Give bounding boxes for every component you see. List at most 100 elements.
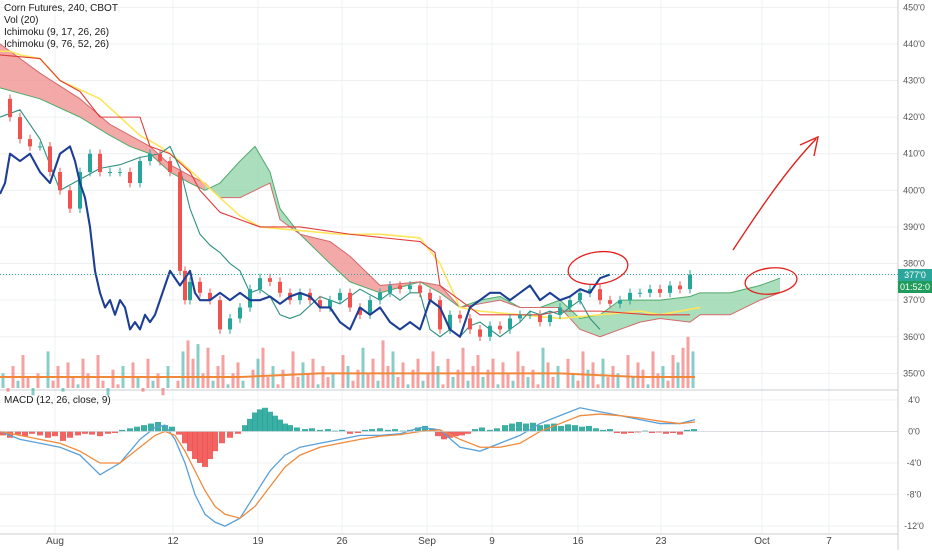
volume-bar-91	[456, 369, 460, 388]
candle-body-38	[368, 300, 372, 315]
macd-hist-98	[670, 431, 676, 434]
macd-hist-25	[182, 431, 188, 444]
macd-hist-27	[192, 431, 198, 460]
macd-hist-56	[377, 428, 383, 432]
macd-hist-12	[89, 431, 95, 435]
volume-bar-103	[516, 351, 520, 388]
volume-bar-53	[266, 377, 270, 388]
macd-hist-15	[112, 431, 118, 434]
macd-hist-45	[294, 427, 300, 432]
macd-hist-1	[7, 431, 13, 438]
macd-hist-52	[347, 431, 353, 434]
symbol-title[interactable]: Corn Futures, 240, CBOT	[4, 3, 118, 14]
macd-hist-58	[392, 429, 398, 432]
volume-bar-30	[151, 380, 155, 388]
volume-bar-135	[676, 362, 680, 388]
macd-hist-80	[544, 424, 550, 432]
macd-hist-22	[162, 425, 168, 432]
candle-body-61	[598, 289, 602, 301]
candle-body-66	[648, 289, 652, 293]
volume-bar-17	[86, 373, 90, 388]
volume-bar-32	[161, 388, 165, 396]
cloud-segment-15	[330, 241, 350, 282]
candle-body-5	[48, 146, 52, 173]
volume-bar-44	[221, 355, 225, 388]
volume-bar-12	[61, 388, 65, 392]
macd-hist-35	[242, 425, 248, 432]
macd-hist-68	[459, 431, 465, 436]
macd-hist-3	[22, 431, 28, 437]
macd-hist-14	[105, 431, 111, 434]
macd-legend[interactable]: MACD (12, 26, close, 9)	[4, 395, 111, 406]
macd-hist-86	[586, 425, 592, 432]
time-tick-3: 26	[336, 536, 348, 547]
macd-hist-73	[494, 428, 500, 432]
macd-hist-26	[187, 431, 193, 452]
macd-hist-40	[267, 411, 273, 432]
volume-bar-59	[296, 377, 300, 388]
candle-body-18	[178, 172, 182, 271]
macd-hist-4	[29, 431, 35, 434]
macd-hist-39	[262, 407, 268, 432]
candle-body-34	[328, 300, 332, 308]
volume-bar-39	[196, 344, 200, 388]
candle-body-67	[658, 289, 662, 293]
volume-bar-84	[421, 380, 425, 388]
candle-body-49	[478, 329, 482, 337]
volume-bar-13	[66, 362, 70, 388]
macd-hist-37	[252, 412, 258, 432]
annotation-arrow	[732, 138, 817, 251]
candle-body-2	[18, 117, 22, 140]
volume-bar-27	[136, 377, 140, 388]
macd-hist-47	[309, 428, 315, 432]
ichimoku-legend-1[interactable]: Ichimoku (9, 17, 26, 26)	[4, 27, 110, 38]
macd-hist-32	[219, 431, 225, 444]
volume-bar-117	[586, 369, 590, 388]
candle-body-22	[208, 292, 212, 301]
macd-hist-93	[635, 431, 641, 433]
candle-body-52	[508, 318, 512, 330]
macd-hist-34	[235, 431, 241, 434]
time-tick-9: 7	[826, 536, 832, 547]
macd-hist-57	[385, 429, 391, 432]
volume-bar-51	[256, 358, 260, 388]
candle-body-6	[58, 172, 62, 191]
volume-bar-7	[36, 373, 40, 388]
cloud-segment-30	[660, 296, 690, 323]
cloud-segment-31	[690, 292, 700, 323]
macd-tick-2: -4'0	[907, 458, 922, 468]
volume-legend[interactable]: Vol (20)	[4, 15, 39, 26]
volume-bar-102	[511, 380, 515, 388]
volume-bar-56	[281, 369, 285, 388]
candle-body-23	[218, 300, 222, 330]
candle-body-1	[8, 98, 12, 118]
macd-hist-11	[82, 431, 88, 434]
volume-ma-line	[0, 372, 695, 379]
volume-bar-129	[646, 384, 650, 388]
volume-bar-94	[471, 366, 475, 388]
volume-bar-76	[381, 340, 385, 388]
signal-line	[0, 413, 696, 519]
cloud-segment-0	[0, 43, 40, 99]
cloud-segment-1	[40, 73, 80, 118]
candle-body-53	[518, 314, 522, 319]
volume-bar-1	[6, 388, 10, 392]
annotation-circle-2	[744, 267, 798, 295]
macd-hist-64	[435, 431, 441, 437]
macd-hist-49	[325, 429, 331, 432]
candle-body-63	[618, 300, 622, 304]
candle-body-41	[398, 285, 402, 290]
volume-bar-107	[536, 384, 540, 388]
countdown-badge: 01:52:0	[898, 280, 932, 293]
candle-body-47	[458, 314, 462, 319]
macd-hist-81	[551, 423, 557, 432]
macd-hist-100	[684, 429, 690, 432]
candle-body-21	[198, 281, 202, 293]
volume-bar-54	[271, 366, 275, 388]
macd-hist-10	[75, 431, 81, 436]
price-tick-9: 360'0	[903, 332, 925, 342]
volume-bar-93	[466, 380, 470, 388]
ichimoku-legend-2[interactable]: Ichimoku (9, 76, 52, 26)	[4, 39, 110, 50]
